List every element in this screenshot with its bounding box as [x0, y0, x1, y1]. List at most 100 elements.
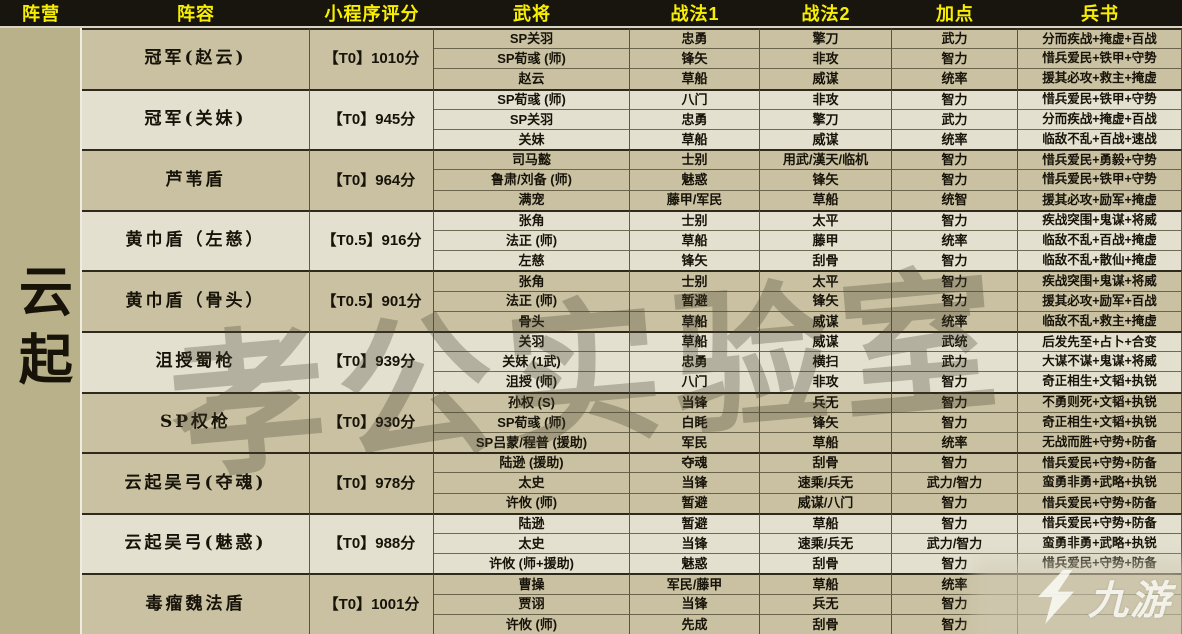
- points-cell: 智力: [892, 250, 1018, 271]
- points-cell: 智力: [892, 593, 1018, 614]
- tactic1-cell: 魅惑: [630, 553, 760, 574]
- column-header-points: 加点: [892, 0, 1018, 28]
- general-cell: 陆逊 (援助): [434, 452, 630, 473]
- points-cell: 智力: [892, 290, 1018, 311]
- points-cell: 智力: [892, 391, 1018, 412]
- books-cell: 分而疾战+掩虚+百战: [1018, 28, 1182, 49]
- points-cell: 智力: [892, 613, 1018, 634]
- general-cell: SP荀彧 (师): [434, 48, 630, 69]
- score-cell: 【T0】978分: [310, 452, 434, 513]
- tactic1-cell: 忠勇: [630, 28, 760, 49]
- general-cell: SP关羽: [434, 28, 630, 49]
- points-cell: 武力/智力: [892, 533, 1018, 554]
- tactic2-cell: 兵无: [760, 391, 892, 412]
- tactic2-cell: 锋矢: [760, 290, 892, 311]
- points-cell: 智力: [892, 452, 1018, 473]
- lineup-name-cell: 冠军(关妹): [82, 88, 310, 150]
- points-cell: 统率: [892, 432, 1018, 453]
- general-cell: SP吕蒙/程普 (援助): [434, 432, 630, 453]
- books-cell: [1018, 593, 1182, 614]
- points-cell: 智力: [892, 149, 1018, 170]
- tactic1-cell: 八门: [630, 88, 760, 109]
- general-cell: 太史: [434, 472, 630, 493]
- lineup-name-cell: 芦苇盾: [82, 149, 310, 210]
- points-cell: 智力: [892, 48, 1018, 69]
- tactic1-cell: 忠勇: [630, 351, 760, 372]
- tactic2-cell: 威谋: [760, 331, 892, 352]
- points-cell: 统率: [892, 230, 1018, 251]
- books-cell: 不勇则死+文韬+执锐: [1018, 391, 1182, 412]
- lineup-name-cell: 黄巾盾（左慈）: [82, 209, 310, 271]
- tactic1-cell: 暂避: [630, 492, 760, 513]
- general-cell: 关妹: [434, 129, 630, 150]
- books-cell: 惜兵爱民+铁甲+守势: [1018, 169, 1182, 190]
- books-cell: 疾战突围+鬼谋+将威: [1018, 209, 1182, 230]
- books-cell: 无战而胜+守势+防备: [1018, 432, 1182, 453]
- tactic2-cell: 速乘/兵无: [760, 472, 892, 493]
- points-cell: 智力: [892, 492, 1018, 513]
- points-cell: 统率: [892, 129, 1018, 150]
- tactic2-cell: 擎刀: [760, 108, 892, 129]
- tactic1-cell: 暂避: [630, 512, 760, 533]
- lineup-name-cell: SP权枪: [82, 391, 310, 453]
- tactic2-cell: 横扫: [760, 351, 892, 372]
- tactic1-cell: 忠勇: [630, 108, 760, 129]
- tactic1-cell: 草船: [630, 129, 760, 150]
- books-cell: 惜兵爱民+守势+防备: [1018, 512, 1182, 533]
- tactic1-cell: 锋矢: [630, 250, 760, 271]
- general-cell: 曹操: [434, 573, 630, 594]
- tactic2-cell: 太平: [760, 209, 892, 230]
- column-header-general: 武将: [434, 0, 630, 28]
- tactic1-cell: 士别: [630, 209, 760, 230]
- points-cell: 统智: [892, 189, 1018, 210]
- score-cell: 【T0】988分: [310, 512, 434, 574]
- general-cell: 太史: [434, 533, 630, 554]
- books-cell: 大谋不谋+鬼谋+将威: [1018, 351, 1182, 372]
- books-cell: 援其必攻+励军+百战: [1018, 290, 1182, 311]
- points-cell: 智力: [892, 88, 1018, 109]
- score-cell: 【T0】1010分: [310, 28, 434, 89]
- tactic2-cell: 刮骨: [760, 613, 892, 634]
- tactic1-cell: 当锋: [630, 472, 760, 493]
- general-cell: SP关羽: [434, 108, 630, 129]
- score-cell: 【T0.5】916分: [310, 209, 434, 271]
- books-cell: 援其必攻+救主+掩虚: [1018, 68, 1182, 89]
- column-header-tactic2: 战法2: [760, 0, 892, 28]
- books-cell: 蛮勇非勇+武略+执锐: [1018, 533, 1182, 554]
- general-cell: 许攸 (师): [434, 613, 630, 634]
- lineup-name-cell: 黄巾盾（骨头）: [82, 270, 310, 331]
- tactic1-cell: 士别: [630, 149, 760, 170]
- points-cell: 智力: [892, 209, 1018, 230]
- general-cell: 关妹 (1武): [434, 351, 630, 372]
- tactic2-cell: 速乘/兵无: [760, 533, 892, 554]
- tactic1-cell: 当锋: [630, 533, 760, 554]
- tactic1-cell: 草船: [630, 310, 760, 331]
- score-cell: 【T0】1001分: [310, 573, 434, 634]
- points-cell: 统率: [892, 68, 1018, 89]
- tactic2-cell: 威谋/八门: [760, 492, 892, 513]
- score-cell: 【T0】930分: [310, 391, 434, 453]
- points-cell: 武力: [892, 28, 1018, 49]
- tactic2-cell: 草船: [760, 512, 892, 533]
- tactic2-cell: 草船: [760, 189, 892, 210]
- tactic2-cell: 兵无: [760, 593, 892, 614]
- books-cell: 援其必攻+励军+掩虚: [1018, 189, 1182, 210]
- general-cell: 沮授 (师): [434, 371, 630, 392]
- points-cell: 武力: [892, 108, 1018, 129]
- lineup-name-cell: 云起吴弓(夺魂): [82, 452, 310, 513]
- general-cell: 孙权 (S): [434, 391, 630, 412]
- tactic1-cell: 军民/藤甲: [630, 573, 760, 594]
- books-cell: 后发先至+占卜+合变: [1018, 331, 1182, 352]
- column-header-faction: 阵营: [0, 0, 82, 28]
- faction-label: 云起: [0, 28, 82, 634]
- tactic1-cell: 暂避: [630, 290, 760, 311]
- general-cell: SP荀彧 (师): [434, 411, 630, 432]
- column-header-books: 兵书: [1018, 0, 1182, 28]
- tactic2-cell: 锋矢: [760, 169, 892, 190]
- general-cell: 许攸 (师+援助): [434, 553, 630, 574]
- tactic2-cell: 太平: [760, 270, 892, 291]
- tactic2-cell: 藤甲: [760, 230, 892, 251]
- tactic2-cell: 草船: [760, 573, 892, 594]
- books-cell: 分而疾战+掩虚+百战: [1018, 108, 1182, 129]
